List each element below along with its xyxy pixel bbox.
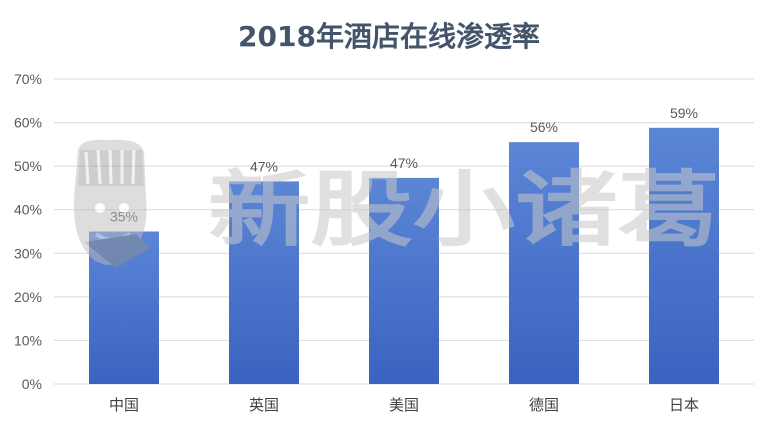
y-tick-label: 30% [14,245,42,261]
bar-data-label: 47% [250,158,278,174]
x-axis-category-labels: 中国 英国 美国 德国 日本 [109,396,699,414]
x-category-label: 德国 [529,396,559,414]
chart-title: 2018年酒店在线渗透率 [238,20,540,53]
y-tick-label: 20% [14,289,42,305]
x-category-label: 日本 [669,396,699,414]
y-axis-tick-labels: 0% 10% 20% 30% 40% 50% 60% 70% [14,71,42,392]
bar-data-label: 47% [390,155,418,171]
bar [369,177,439,384]
y-tick-label: 0% [22,376,42,392]
x-category-label: 美国 [389,396,419,414]
x-category-label: 英国 [249,396,279,414]
y-tick-label: 60% [14,115,42,131]
watermark: 新股小诸葛 [73,139,720,268]
y-tick-label: 40% [14,202,42,218]
cartoon-mascot-logo [73,139,150,268]
y-tick-label: 70% [14,71,42,87]
bar [509,142,579,384]
y-tick-label: 10% [14,332,42,348]
y-tick-label: 50% [14,158,42,174]
bar-data-label: 59% [670,105,698,121]
x-category-label: 中国 [109,396,139,414]
bar [649,127,719,385]
watermark-text: 新股小诸葛 [208,163,720,258]
bar-data-label: 56% [530,119,558,135]
bar [229,181,299,384]
